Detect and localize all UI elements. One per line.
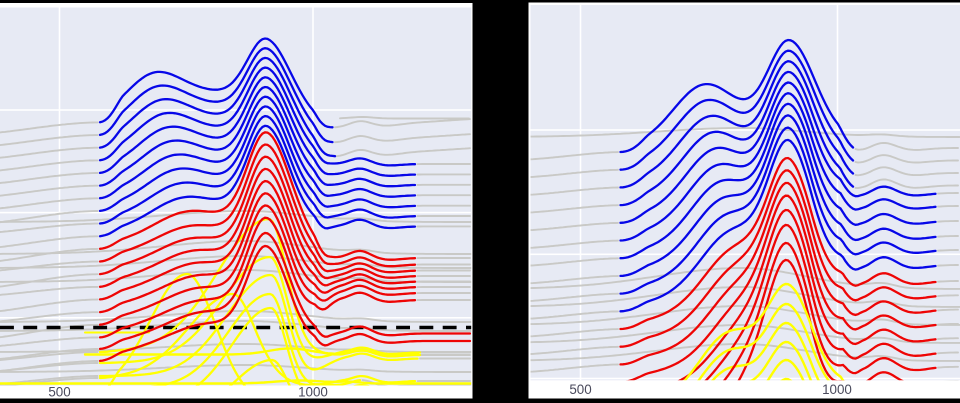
svg-text:1000: 1000	[298, 385, 328, 400]
svg-text:500: 500	[569, 382, 591, 397]
svg-text:500: 500	[48, 385, 70, 400]
svg-text:1000: 1000	[822, 382, 852, 397]
